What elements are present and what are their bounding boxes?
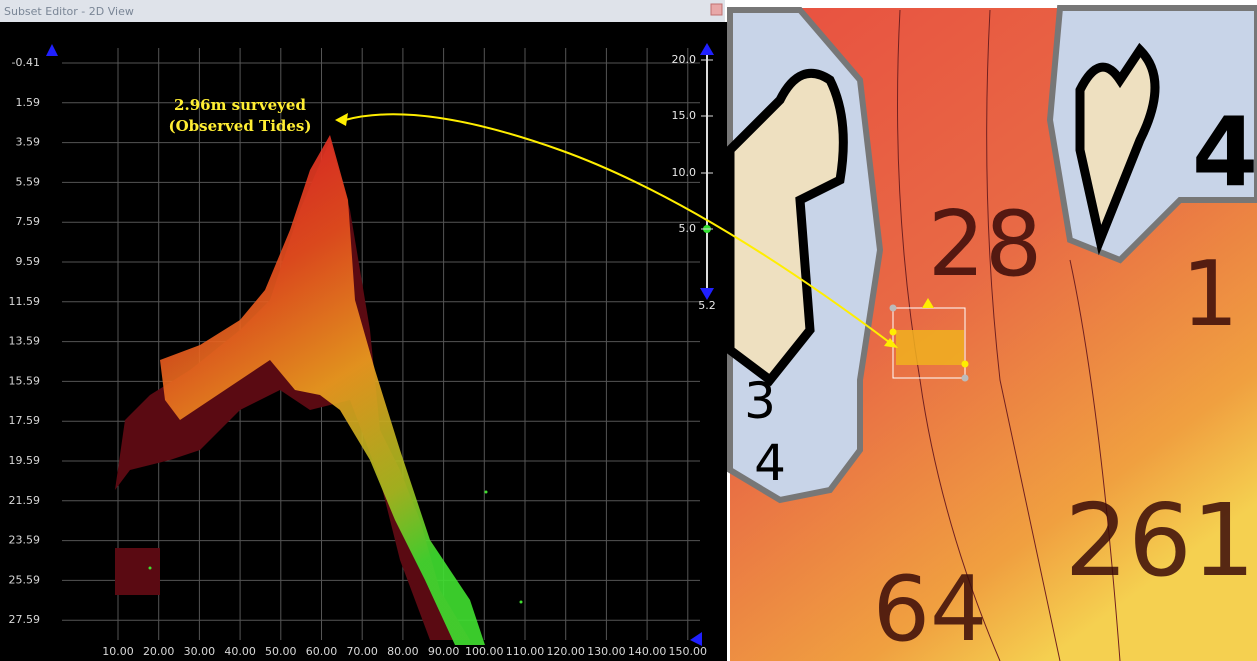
x-tick-label: 140.00 [628,645,667,658]
x-tick-label: 130.00 [587,645,626,658]
sounding: 28 [928,192,1043,297]
y-tick-label: 13.59 [9,335,41,348]
x-tick-label: 70.00 [346,645,378,658]
slider-label: 5.2 [698,299,716,312]
y-tick-label: 9.59 [16,255,41,268]
y-tick-label: 7.59 [16,215,41,228]
x-tick-label: 90.00 [428,645,460,658]
sounding: 3 [744,372,776,430]
slider-label: 15.0 [672,109,697,122]
sounding: 261 [1065,482,1256,599]
annotation: (Observed Tides) [169,117,312,135]
y-tick-label: 21.59 [9,494,41,507]
sounding: 1 [1181,242,1238,347]
sounding: 64 [873,557,988,661]
y-tick-label: 23.59 [9,534,41,547]
y-tick-label: 17.59 [9,414,41,427]
x-tick-label: 80.00 [387,645,419,658]
x-tick-label: 10.00 [102,645,134,658]
x-tick-label: 120.00 [546,645,585,658]
slider-label: 10.0 [672,166,697,179]
x-tick-label: 60.00 [306,645,338,658]
y-tick-label: 15.59 [9,374,41,387]
x-tick-label: 150.00 [669,645,708,658]
screen: Subset Editor - 2D View -0.41 1.59 3.59 5.5… [0,0,1257,661]
x-tick-label: 100.00 [465,645,504,658]
y-tick-label: 27.59 [9,613,41,626]
y-tick-label: 25.59 [9,573,41,586]
y-tick-label: -0.41 [12,56,40,69]
y-tick-label: 11.59 [9,295,41,308]
y-tick-label: 5.59 [16,175,41,188]
x-tick-label: 30.00 [184,645,216,658]
x-tick-label: 40.00 [224,645,256,658]
annotation: 2.96m surveyed [174,96,306,114]
x-tick-label: 50.00 [265,645,297,658]
sounding: 4 [1192,98,1257,208]
sounding: 4 [754,434,786,492]
y-tick-label: 1.59 [16,96,41,109]
y-tick-label: 19.59 [9,454,41,467]
close-button[interactable] [711,4,722,15]
x-tick-label: 20.00 [143,645,175,658]
x-tick-label: 110.00 [506,645,545,658]
slider-label: 5.0 [679,222,697,235]
y-tick-label: 3.59 [16,136,41,149]
slider-label: 20.0 [672,53,697,66]
window-title: Subset Editor - 2D View [4,5,134,18]
